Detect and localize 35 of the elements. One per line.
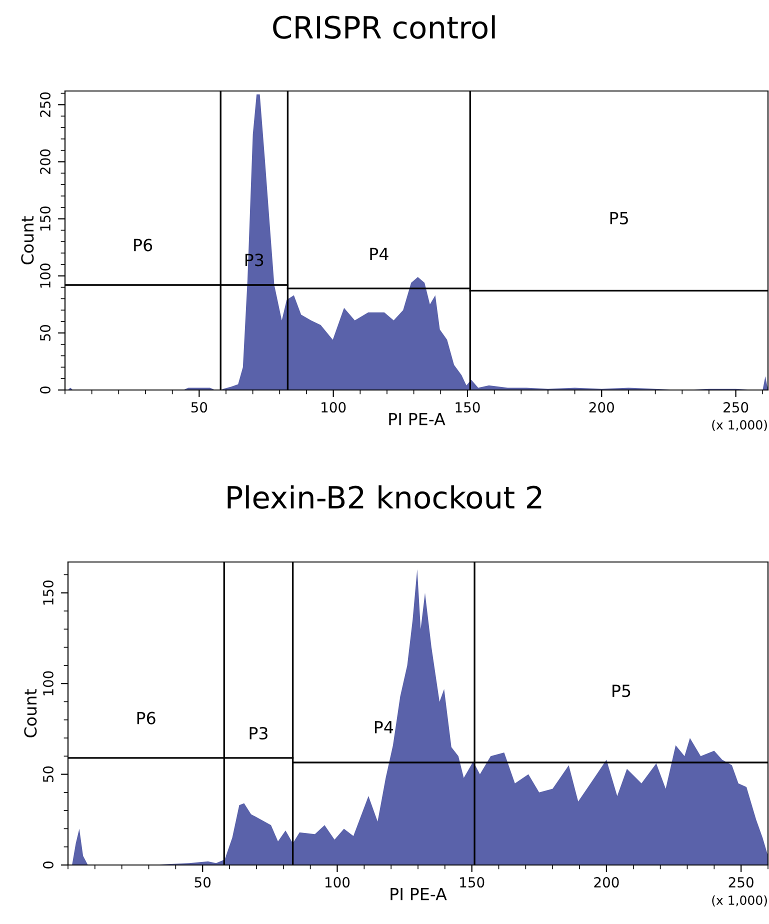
annotation: P5: [612, 684, 630, 698]
y-tick-label: 50: [43, 766, 54, 782]
x-tick-label: 200: [589, 402, 614, 413]
x-tick-label: 150: [460, 877, 484, 888]
y-tick-label: 0: [40, 386, 51, 394]
x-tick-label: 250: [724, 402, 748, 413]
x-tick-label: 200: [594, 877, 619, 888]
x-tick-label: 250: [728, 877, 754, 888]
y-axis-title: Count: [24, 689, 37, 738]
y-tick-label: 50: [40, 325, 51, 341]
x-axis-title: PI PE-A: [390, 888, 447, 900]
x-tick-label: 50: [191, 402, 208, 413]
x-tick-label: 100: [322, 402, 346, 413]
y-tick-label: 100: [43, 671, 54, 696]
y-tick-label: 150: [43, 580, 54, 605]
y-tick-label: 100: [40, 264, 51, 288]
x-axis-title: PI PE-A: [389, 412, 446, 426]
x-tick-label: 50: [194, 877, 211, 888]
annotation: P3: [250, 726, 268, 740]
annotation: P6: [137, 712, 156, 724]
chart-title: CRISPR control: [273, 15, 495, 39]
chart-title: Plexin-B2 knockout 2: [228, 485, 542, 509]
y-tick-label: 250: [40, 92, 51, 117]
annotation: P4: [370, 248, 388, 260]
annotation: P4: [374, 721, 394, 734]
text: (x 1,000): [712, 895, 767, 906]
text: (x 1,000): [712, 420, 767, 432]
x-tick-label: 150: [456, 402, 480, 413]
annotation: P5: [610, 212, 628, 224]
y-tick-label: 150: [40, 206, 51, 231]
x-tick-label: 100: [326, 877, 350, 888]
y-axis-title: Count: [21, 216, 34, 264]
annotation: P6: [134, 238, 152, 252]
y-tick-label: 0: [43, 862, 54, 869]
y-tick-label: 200: [40, 149, 51, 174]
